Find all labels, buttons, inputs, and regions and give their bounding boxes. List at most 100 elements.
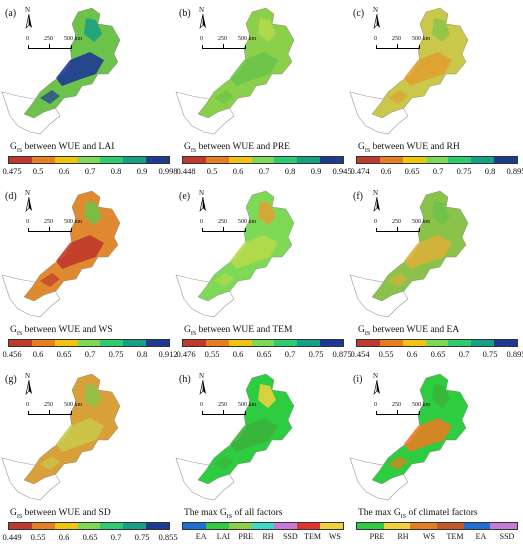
legend-swatch (251, 157, 275, 163)
legend-swatch (146, 340, 170, 346)
legend-tick: 0.454 (350, 349, 370, 359)
legend-tick: 0.75 (134, 532, 150, 542)
legend-swatch (320, 340, 344, 346)
legend-swatch (146, 523, 170, 529)
scale-label: 250 (392, 36, 401, 42)
legend-swatch (494, 340, 518, 346)
legend-category: RH (397, 532, 409, 541)
legend-swatch (448, 340, 472, 346)
legend-category: RH (262, 532, 274, 541)
scale-bar: 0 250 500 km (200, 219, 256, 233)
scale-label: 250 (392, 219, 401, 225)
north-arrow-icon: N (368, 189, 386, 215)
legend-swatch (357, 340, 380, 346)
north-arrow-icon: N (194, 6, 212, 32)
legend-swatch (402, 157, 426, 163)
legend-swatch (228, 157, 252, 163)
map-panel: (b) N 0 250 500 km GIS between WUE and P… (174, 0, 352, 183)
scale-label: 0 (200, 219, 203, 225)
scale-bar: 0 250 500 km (26, 219, 82, 233)
legend-swatch (54, 157, 78, 163)
scale-label: 250 (392, 402, 401, 408)
legend-bar (182, 339, 344, 347)
legend-swatch (297, 340, 321, 346)
legend-tick: 0.474 (350, 166, 370, 176)
legend-tick: 0.9 (136, 166, 148, 176)
region-map (1, 190, 121, 318)
panel-title: The max GIS of climatel factors (358, 508, 478, 520)
region-map (349, 373, 469, 501)
panel-label: (e) (179, 191, 191, 202)
panel-title: GIS between WUE and LAI (10, 142, 115, 154)
legend-swatch (379, 340, 403, 346)
scale-label: 250 (44, 219, 53, 225)
north-label: N (373, 6, 379, 14)
north-label: N (25, 6, 31, 14)
legend-category: WS (423, 532, 435, 541)
scale-label: 0 (374, 219, 377, 225)
scale-label: 500 km (412, 219, 431, 225)
legend-tick: 0.895 (506, 166, 523, 176)
panel-label: (i) (353, 374, 363, 385)
legend-swatch (402, 340, 426, 346)
legend-category: PRE (238, 532, 254, 541)
scale-label: 500 km (64, 402, 83, 408)
legend-swatch (9, 340, 32, 346)
legend-category: WS (328, 532, 341, 541)
legend-swatch (379, 157, 403, 163)
legend-category: TEM (304, 532, 322, 541)
legend-swatch (146, 157, 170, 163)
legend-swatch (205, 340, 229, 346)
legend-swatch (274, 340, 298, 346)
scale-label: 0 (374, 402, 377, 408)
legend-tick: 0.475 (2, 166, 22, 176)
legend-swatch (490, 523, 518, 529)
legend-tick: 0.5 (32, 166, 44, 176)
region-map (175, 373, 295, 501)
legend-tick: 0.65 (404, 166, 420, 176)
north-arrow-icon: N (368, 6, 386, 32)
legend-swatch (251, 523, 275, 529)
legend-swatch (123, 157, 147, 163)
legend-category: PRE (369, 532, 385, 541)
legend-tick: 0.9 (310, 166, 322, 176)
north-label: N (373, 189, 379, 197)
legend-swatch (471, 157, 495, 163)
scale-label: 250 (44, 36, 53, 42)
region-map (175, 190, 295, 318)
legend-tick: 0.5 (206, 166, 218, 176)
legend-swatch (425, 340, 449, 346)
legend-swatch (448, 157, 472, 163)
legend-ticks: 0.449 0.55 0.6 0.65 0.7 0.75 0.855 (2, 532, 177, 544)
legend-tick: 0.75 (308, 349, 324, 359)
legend-tick: 0.855 (158, 532, 178, 542)
legend-tick: 0.7 (258, 166, 270, 176)
scale-label: 500 km (412, 402, 431, 408)
map-panel: (e) N 0 250 500 km GIS between WUE and T… (174, 183, 352, 366)
legend-tick: 0.75 (482, 349, 498, 359)
legend-swatch (274, 157, 298, 163)
legend-tick: 0.6 (380, 166, 392, 176)
legend-tick: 0.65 (56, 349, 72, 359)
legend-tick: 0.448 (176, 166, 196, 176)
scale-label: 250 (218, 402, 227, 408)
legend-tick: 0.476 (176, 349, 196, 359)
legend-swatch (297, 523, 321, 529)
scale-label: 250 (218, 219, 227, 225)
legend-tick: 0.6 (32, 349, 44, 359)
north-label: N (199, 6, 205, 14)
scale-bar: 0 250 500 km (374, 402, 430, 416)
scale-label: 500 km (238, 402, 257, 408)
legend-swatch (320, 157, 344, 163)
legend-tick: 0.65 (256, 349, 272, 359)
scale-label: 250 (44, 402, 53, 408)
scale-label: 0 (26, 402, 29, 408)
legend-bar (8, 156, 170, 164)
map-panel: (f) N 0 250 500 km GIS between WUE and E… (348, 183, 523, 366)
map-panel: (d) N 0 250 500 km GIS between WUE and W… (0, 183, 178, 366)
legend-tick: 0.8 (110, 166, 122, 176)
legend-swatch (437, 523, 464, 529)
map-panel: (g) N 0 250 500 km GIS between WUE and S… (0, 366, 178, 549)
legend-swatch (471, 340, 495, 346)
legend-category: EA (475, 532, 487, 541)
